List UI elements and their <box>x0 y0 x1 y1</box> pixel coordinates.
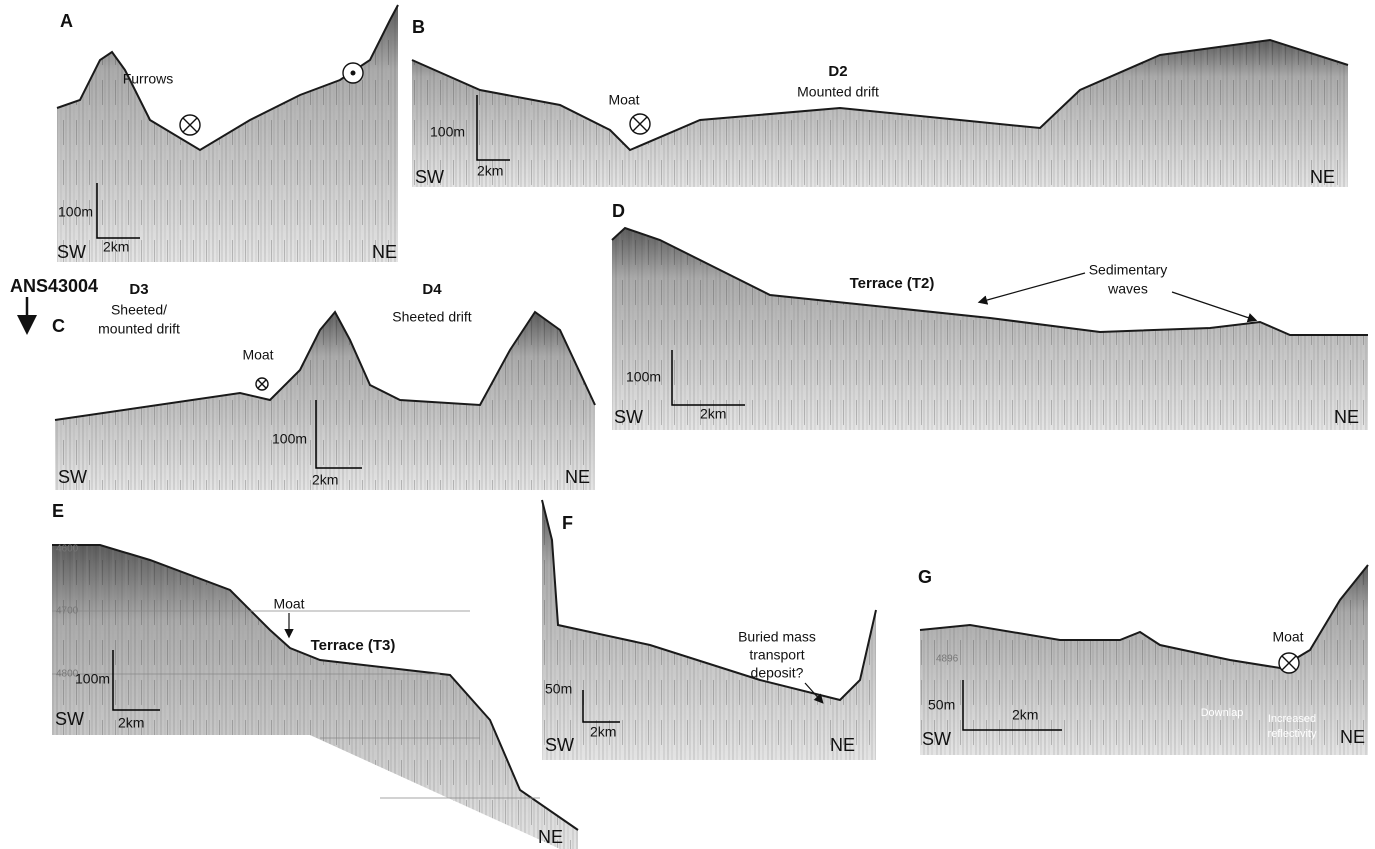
vertical-scale: 100m <box>272 431 307 447</box>
panel-label: B <box>412 17 425 37</box>
left-end: SW <box>415 167 444 187</box>
annotation: Increased <box>1268 713 1316 725</box>
annotation: mounted drift <box>98 321 180 337</box>
vertical-scale: 50m <box>545 681 572 697</box>
profile-texture <box>55 312 595 490</box>
panel-label: A <box>60 11 73 31</box>
annotation: reflectivity <box>1268 728 1317 740</box>
panel-label: C <box>52 316 65 336</box>
right-end: NE <box>538 827 563 847</box>
annotation: D3 <box>129 281 148 298</box>
arrow <box>1172 292 1255 320</box>
horizontal-scale: 2km <box>1012 707 1038 723</box>
profile-texture <box>52 545 578 849</box>
panel-label: F <box>562 513 573 533</box>
annotation: Terrace (T3) <box>311 637 396 654</box>
right-end: NE <box>1340 727 1365 747</box>
left-end: SW <box>58 467 87 487</box>
annotation: D4 <box>422 281 442 298</box>
annotation: ANS43004 <box>10 276 98 296</box>
horizontal-scale: 2km <box>312 472 338 488</box>
figure: 100m 2km A SW NE Furrows 100m 2km B SW NE D2 Mounted… <box>0 0 1375 849</box>
annotation: Sedimentary <box>1089 262 1168 278</box>
profile-texture <box>920 565 1368 755</box>
depth-label: 4600 <box>56 544 79 555</box>
vertical-scale: 100m <box>626 369 661 385</box>
horizontal-scale: 2km <box>700 406 726 422</box>
flow-dot <box>351 71 356 76</box>
annotation: Moat <box>1272 629 1303 645</box>
left-end: SW <box>545 735 574 755</box>
left-end: SW <box>922 729 951 749</box>
annotation: Moat <box>608 92 639 108</box>
profile-texture <box>542 500 876 760</box>
panel-label: D <box>612 201 625 221</box>
left-end: SW <box>57 242 86 262</box>
annotation: deposit? <box>751 665 804 681</box>
depth-label: 4896 <box>936 654 959 665</box>
horizontal-scale: 2km <box>590 724 616 740</box>
arrow <box>980 273 1085 302</box>
right-end: NE <box>1310 167 1335 187</box>
right-end: NE <box>565 467 590 487</box>
profile-texture <box>612 228 1368 430</box>
vertical-scale: 50m <box>928 697 955 713</box>
profile-texture <box>412 40 1348 187</box>
horizontal-scale: 2km <box>477 163 503 179</box>
annotation: Sheeted drift <box>392 309 471 325</box>
right-end: NE <box>1334 407 1359 427</box>
right-end: NE <box>372 242 397 262</box>
annotation: D2 <box>828 63 847 80</box>
annotation: waves <box>1107 281 1148 297</box>
annotation: Sheeted/ <box>111 302 167 318</box>
panel-label: G <box>918 567 932 587</box>
annotation: Terrace (T2) <box>850 275 935 292</box>
vertical-scale: 100m <box>430 124 465 140</box>
horizontal-scale: 2km <box>103 239 129 255</box>
annotation: Mounted drift <box>797 84 879 100</box>
annotation: Moat <box>273 596 304 612</box>
horizontal-scale: 2km <box>118 715 144 731</box>
vertical-scale: 100m <box>58 204 93 220</box>
left-end: SW <box>614 407 643 427</box>
right-end: NE <box>830 735 855 755</box>
annotation: Furrows <box>123 71 174 87</box>
annotation: Buried mass <box>738 629 816 645</box>
left-end: SW <box>55 709 84 729</box>
annotation: transport <box>749 647 804 663</box>
depth-label: 4700 <box>56 606 79 617</box>
vertical-scale: 100m <box>75 671 110 687</box>
panel-label: E <box>52 501 64 521</box>
annotation: Moat <box>242 347 273 363</box>
annotation: Downlap <box>1201 707 1244 719</box>
